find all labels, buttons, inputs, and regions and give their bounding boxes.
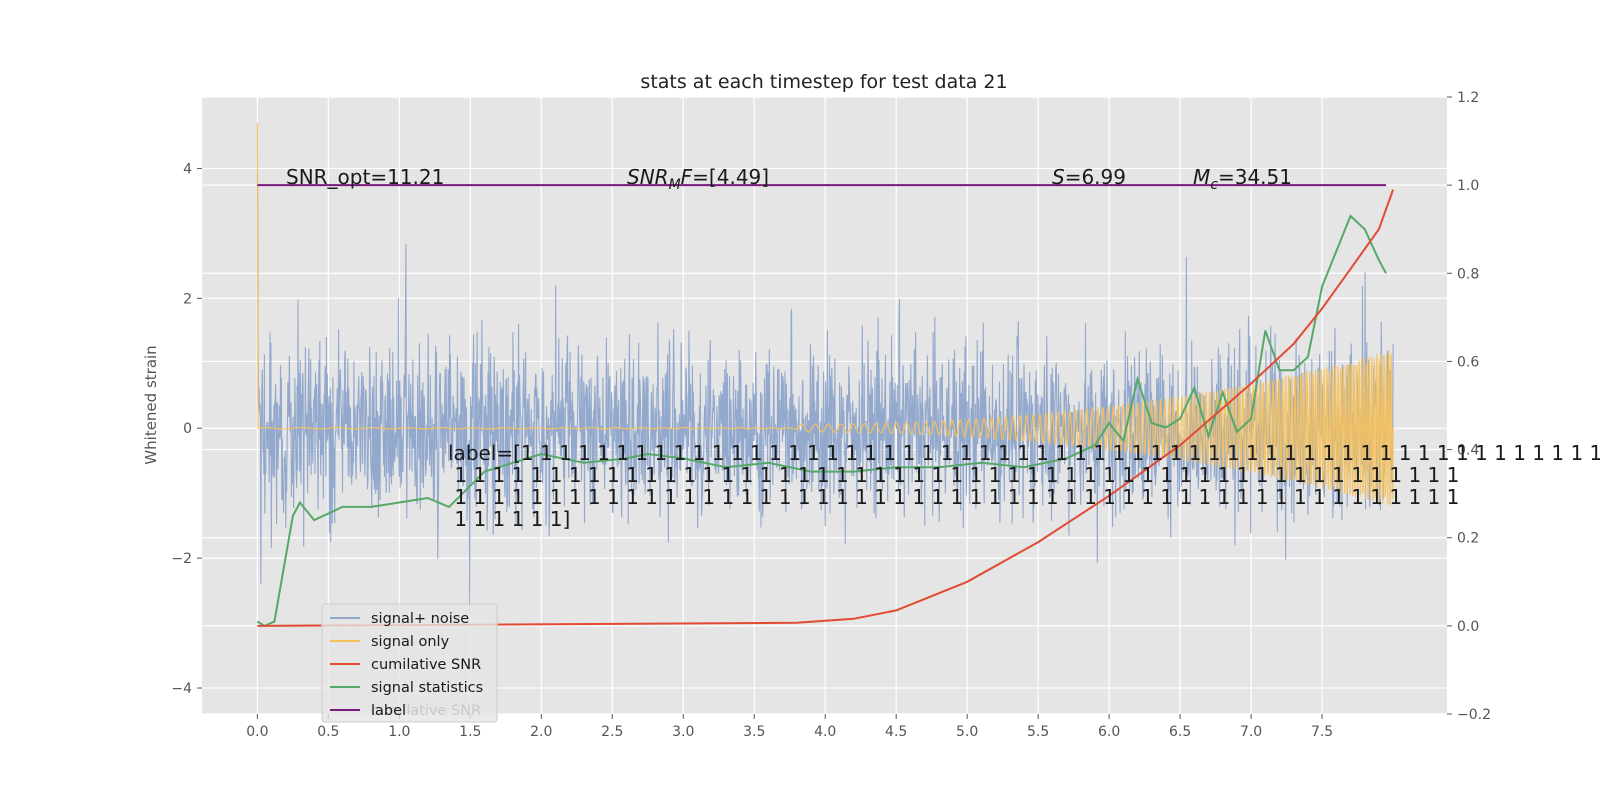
mc-annotation: Mc=34.51 — [1193, 165, 1292, 193]
series-signal-noise — [256, 174, 1394, 614]
series-right-axis — [256, 184, 1395, 628]
s-annotation: S=6.99 — [1052, 165, 1126, 189]
y-left-tick-label: 0 — [183, 421, 192, 437]
y-right-tick-label: 1.0 — [1457, 178, 1479, 194]
y-right-tick-label: 1.2 — [1457, 90, 1479, 106]
y-left-tick-label: −4 — [171, 681, 192, 697]
y-right-tick-label: 0.2 — [1457, 531, 1479, 547]
x-tick-label: 5.0 — [956, 724, 978, 740]
legend-label-signal-noise: signal+ noise — [371, 611, 469, 627]
x-axis-ticks: 0.0 0.5 1.0 1.5 2.0 2.5 3.0 3.5 4.0 4.5 5.0 5.5 6.0 6… — [246, 714, 1333, 740]
x-tick-label: 3.0 — [672, 724, 694, 740]
legend-ghost-text: cumilative SNR — [371, 703, 481, 719]
s-value: =6.99 — [1065, 165, 1126, 189]
y-axis-label: Whitened strain — [142, 345, 160, 464]
x-tick-label: 6.5 — [1169, 724, 1191, 740]
x-tick-label: 0.5 — [317, 724, 339, 740]
y-left-tick-label: 4 — [183, 161, 192, 177]
snr-opt-annotation: SNR_opt=11.21 — [286, 165, 444, 189]
x-tick-label: 5.5 — [1027, 724, 1049, 740]
y-left-axis-ticks: 4 2 0 −2 −4 — [171, 161, 202, 697]
y-right-tick-label: 0.6 — [1457, 354, 1479, 370]
x-tick-label: 1.5 — [459, 724, 481, 740]
x-tick-label: 4.0 — [814, 724, 836, 740]
snr-mf-annotation: SNRMF=[4.49] — [627, 165, 769, 193]
legend: signal+ noise signal only cumilative SNR… — [321, 603, 498, 723]
y-right-tick-label: 0.0 — [1457, 619, 1479, 635]
y-right-tick-label: 0.4 — [1457, 443, 1479, 459]
x-tick-label: 2.5 — [601, 724, 623, 740]
series-signal-only — [256, 122, 1394, 506]
y-right-tick-label: 0.8 — [1457, 266, 1479, 282]
x-tick-label: 0.0 — [246, 724, 268, 740]
chart-title: stats at each timestep for test data 21 — [640, 71, 1007, 93]
y-right-axis-ticks: 1.2 1.0 0.8 0.6 0.4 0.2 0.0 −0.2 — [1447, 90, 1491, 723]
x-tick-label: 3.5 — [743, 724, 765, 740]
legend-label-signal-only: signal only — [371, 634, 450, 650]
legend-label-label: label — [371, 703, 406, 719]
x-tick-label: 1.0 — [388, 724, 410, 740]
x-tick-label: 6.0 — [1098, 724, 1120, 740]
legend-label-signal-statistics: signal statistics — [371, 680, 483, 696]
line-signal-noise — [256, 174, 1394, 614]
legend-box — [321, 603, 498, 723]
x-tick-label: 2.0 — [530, 724, 552, 740]
line-signal-only — [256, 122, 1394, 506]
line-cumulative-snr — [257, 189, 1395, 627]
snr-mf-value: =[4.49] — [692, 165, 769, 189]
line-signal-statistics — [256, 214, 1387, 628]
x-tick-label: 7.0 — [1240, 724, 1262, 740]
legend-label-cumulative-snr: cumilative SNR — [371, 657, 481, 673]
y-right-tick-label: −0.2 — [1457, 707, 1491, 723]
mc-value: =34.51 — [1218, 165, 1292, 189]
x-tick-label: 7.5 — [1311, 724, 1333, 740]
y-left-tick-label: −2 — [171, 551, 192, 567]
x-tick-label: 4.5 — [885, 724, 907, 740]
y-left-tick-label: 2 — [183, 291, 192, 307]
